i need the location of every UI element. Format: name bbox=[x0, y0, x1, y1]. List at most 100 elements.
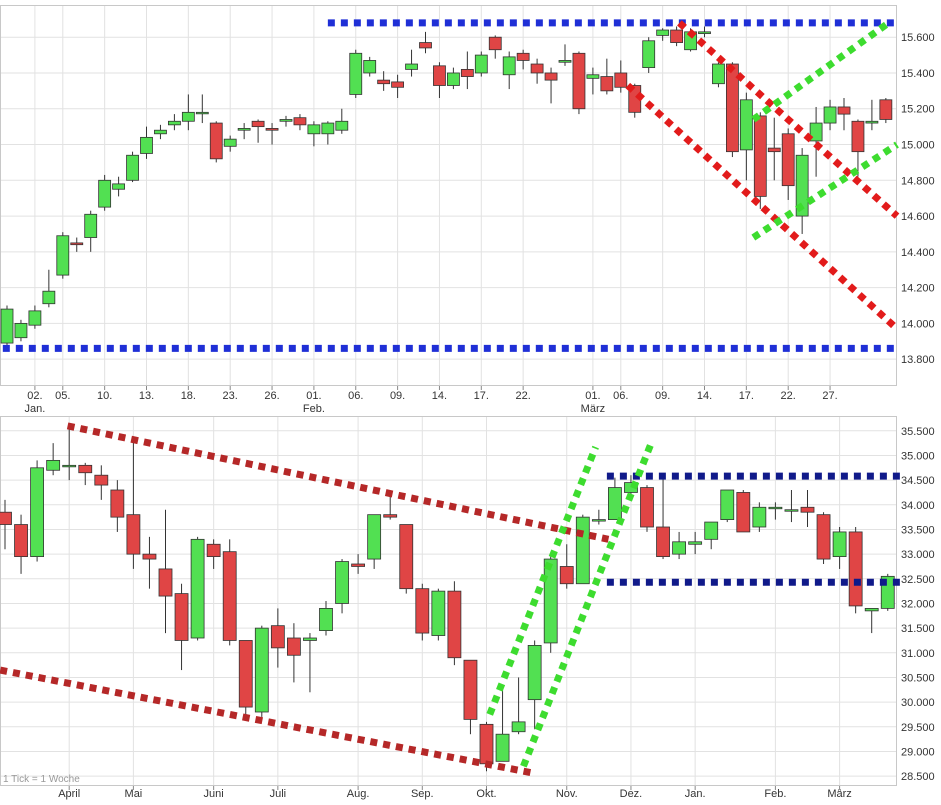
bottom-candle-body bbox=[351, 563, 366, 567]
top-candle-body bbox=[28, 310, 42, 326]
bottom-candle-body bbox=[367, 514, 382, 560]
bottom-y-tick-label: 32.500 bbox=[901, 574, 935, 586]
top-candle-body bbox=[237, 128, 251, 131]
bottom-candle-body bbox=[238, 640, 253, 708]
top-x-tick-label: 02. bbox=[27, 390, 42, 402]
top-candle-body bbox=[642, 40, 656, 69]
top-candle-body bbox=[851, 120, 865, 153]
bottom-y-tick-label: 32.000 bbox=[901, 598, 935, 610]
top-candle-body bbox=[726, 63, 739, 153]
top-x-tick-label: 09. bbox=[655, 390, 670, 402]
bottom-x-tick-label: Feb. bbox=[764, 788, 786, 800]
top-x-tick-label: 01. bbox=[585, 390, 600, 402]
bottom-x-tick-label: Mai bbox=[125, 788, 143, 800]
top-candle-body bbox=[795, 154, 809, 217]
top-x-tick-label: 17. bbox=[474, 390, 489, 402]
bottom-x-tick-label: Juli bbox=[270, 788, 287, 800]
bottom-candle-body bbox=[752, 506, 767, 528]
bottom-y-tick-label: 34.500 bbox=[901, 475, 935, 487]
top-candle-body bbox=[865, 120, 879, 124]
top-candle-body bbox=[516, 52, 530, 61]
bottom-candle-body bbox=[559, 566, 574, 585]
top-candle-body bbox=[14, 322, 28, 339]
top-candle-body bbox=[84, 213, 98, 238]
bottom-x-tick-label: Okt. bbox=[476, 788, 496, 800]
top-x-tick-label: 14. bbox=[697, 390, 712, 402]
bottom-trendline-green bbox=[520, 440, 656, 768]
top-y-tick-label: 15.600 bbox=[901, 32, 935, 44]
top-y-tick-label: 14.600 bbox=[901, 211, 935, 223]
bottom-candle-body bbox=[688, 541, 703, 545]
bottom-candle-body bbox=[479, 723, 494, 765]
top-candle-body bbox=[419, 42, 432, 49]
top-y-tick-label: 14.000 bbox=[901, 318, 935, 330]
top-candle-body bbox=[279, 119, 293, 122]
top-candle-body bbox=[544, 72, 558, 81]
bottom-y-tick-label: 33.500 bbox=[901, 524, 935, 536]
top-candle-body bbox=[739, 99, 753, 151]
top-trendline-red bbox=[625, 82, 900, 332]
bottom-y-tick-label: 28.500 bbox=[901, 771, 935, 783]
top-candle-body bbox=[209, 122, 223, 160]
bottom-candle-body bbox=[0, 511, 12, 525]
top-y-tick-label: 15.000 bbox=[901, 140, 935, 152]
bottom-y-tick-label: 35.500 bbox=[901, 426, 935, 438]
top-candle-body bbox=[293, 117, 307, 126]
top-candle-body bbox=[405, 63, 418, 70]
bottom-candle-body bbox=[864, 608, 879, 612]
top-candle-body bbox=[112, 183, 125, 190]
top-candle-body bbox=[809, 122, 823, 142]
bottom-candle-body bbox=[335, 561, 349, 604]
top-x-tick-sublabel: Jan. bbox=[25, 403, 46, 415]
top-candle-body bbox=[154, 129, 167, 135]
bottom-candle-body bbox=[174, 593, 189, 641]
top-candle-body bbox=[56, 235, 70, 276]
top-candle-body bbox=[70, 242, 84, 246]
top-x-tick-label: 18. bbox=[181, 390, 196, 402]
bottom-candle-body bbox=[527, 645, 542, 701]
top-candle-body bbox=[446, 72, 460, 86]
bottom-candle-body bbox=[254, 627, 269, 713]
top-candle-body bbox=[140, 136, 153, 154]
bottom-candle-body bbox=[768, 506, 783, 510]
bottom-candle-body bbox=[30, 467, 45, 557]
bottom-candle-body bbox=[543, 558, 558, 644]
top-candle-body bbox=[698, 31, 711, 35]
bottom-candle-body bbox=[720, 489, 735, 521]
top-candle-body bbox=[265, 128, 279, 131]
bottom-candle-body bbox=[784, 509, 799, 512]
top-y-tick-label: 14.400 bbox=[901, 247, 935, 259]
bottom-candle-body bbox=[110, 489, 125, 518]
bottom-candle-body bbox=[399, 524, 414, 590]
top-candle-body bbox=[167, 120, 181, 126]
bottom-x-tick-label: April bbox=[58, 788, 80, 800]
bottom-y-tick-label: 34.000 bbox=[901, 500, 935, 512]
bottom-candle-body bbox=[656, 526, 670, 558]
bottom-candle-body bbox=[848, 531, 863, 607]
top-candle-body bbox=[42, 290, 56, 305]
bottom-y-tick-label: 29.500 bbox=[901, 722, 935, 734]
bottom-y-tick-label: 31.000 bbox=[901, 648, 935, 660]
top-candle-body bbox=[712, 63, 725, 85]
top-candle-body bbox=[391, 81, 405, 88]
bottom-candle-body bbox=[624, 482, 638, 493]
bottom-candle-body bbox=[672, 541, 686, 555]
bottom-candle-body bbox=[575, 516, 590, 585]
bottom-candle-body bbox=[591, 519, 606, 522]
bottom-candle-body bbox=[383, 514, 398, 518]
top-candle-body bbox=[600, 76, 614, 92]
top-candle-body bbox=[502, 56, 516, 76]
top-x-tick-label: 13. bbox=[139, 390, 154, 402]
top-x-tick-label: 06. bbox=[613, 390, 628, 402]
bottom-candle-body bbox=[46, 459, 61, 471]
top-x-tick-label: 27. bbox=[822, 390, 837, 402]
bottom-candle-body bbox=[190, 538, 205, 639]
bottom-candle-body bbox=[319, 608, 333, 632]
top-candle-body bbox=[195, 111, 209, 115]
top-candle-body bbox=[753, 115, 767, 197]
bottom-price-panel: 28.500 29.000 29.500 30.000 30.500 31.000 31.5… bbox=[0, 416, 935, 800]
bottom-candle-body bbox=[447, 590, 462, 659]
bottom-candle-body bbox=[62, 464, 77, 468]
top-trendline-green bbox=[751, 141, 899, 241]
